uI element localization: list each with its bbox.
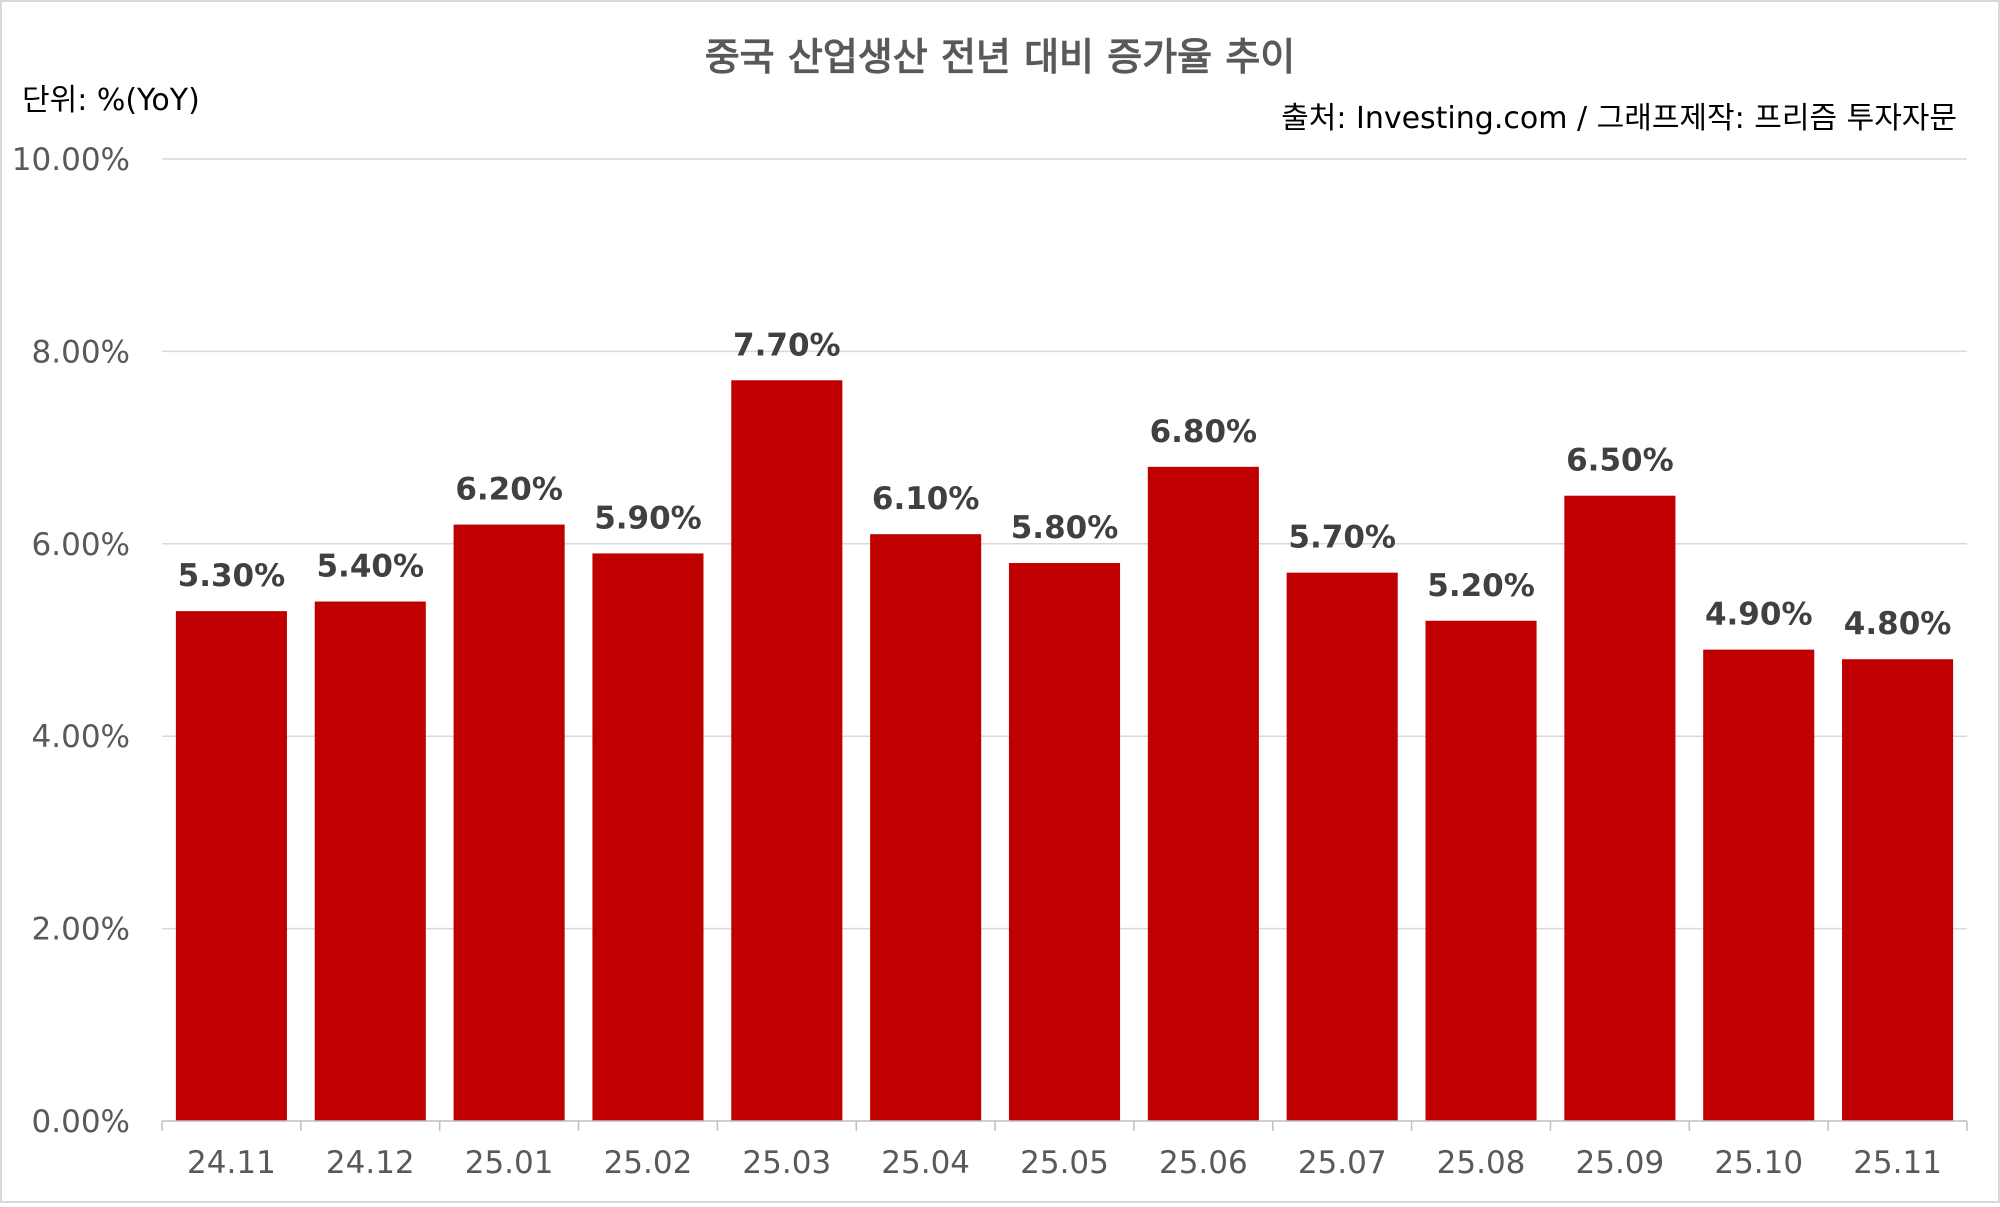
bar [175,611,287,1121]
bar [1564,495,1676,1121]
bars [175,380,1954,1122]
data-label: 4.90% [1705,597,1813,633]
y-tick-label: 0.00% [32,1104,130,1140]
bar [314,601,426,1121]
bar [1147,466,1259,1122]
y-tick-label: 2.00% [32,912,130,948]
y-tick-label: 6.00% [32,527,130,563]
x-tick-label: 24.12 [326,1145,415,1181]
data-label: 5.90% [594,500,702,536]
x-tick-label: 25.11 [1853,1145,1942,1181]
data-label: 6.50% [1566,443,1674,479]
data-label: 5.40% [316,549,424,585]
bar [1425,620,1537,1121]
bar [870,534,982,1121]
data-label: 4.80% [1844,606,1952,642]
x-tick-label: 25.07 [1298,1145,1387,1181]
bar [1703,649,1815,1121]
x-tick-label: 25.03 [742,1145,831,1181]
data-label: 5.20% [1427,568,1535,604]
bar [1008,563,1121,1121]
x-tick-label: 25.08 [1437,1145,1526,1181]
data-label: 6.10% [872,481,980,517]
x-tick-label: 25.04 [881,1145,970,1181]
x-tick-label: 25.10 [1714,1145,1803,1181]
y-tick-label: 4.00% [32,719,130,755]
source-label: 출처: Investing.com / 그래프제작: 프리즘 투자자문 [1281,101,1957,136]
data-label: 5.30% [178,558,286,594]
x-axis: 24.11 24.12 25.01 25.02 25.03 25.04 25.05 25.06… [161,1120,1968,1181]
chart-title: 중국 산업생산 전년 대비 증가율 추이 [705,35,1296,79]
bar [731,380,843,1121]
bar [453,524,565,1121]
x-tick-label: 25.01 [465,1145,554,1181]
bar [1286,572,1398,1121]
x-tick-label: 24.11 [187,1145,276,1181]
bar [592,553,704,1121]
data-labels: 5.30% 5.40% 6.20% 5.90% 7.70% 6.10% 5.80% 6.80%… [178,327,1952,642]
data-label: 5.80% [1011,510,1119,546]
y-tick-label: 10.00% [12,142,130,178]
x-tick-label: 25.02 [604,1145,693,1181]
x-tick-label: 25.05 [1020,1145,1109,1181]
y-axis: 0.00% 2.00% 4.00% 6.00% 8.00% 10.00% [12,142,130,1140]
x-tick-label: 25.06 [1159,1145,1248,1181]
data-label: 6.80% [1150,414,1258,450]
bar [1842,659,1954,1121]
y-tick-label: 8.00% [32,334,130,370]
x-tick-label: 25.09 [1576,1145,1665,1181]
data-label: 5.70% [1288,520,1396,556]
unit-label: 단위: %(YoY) [22,83,200,118]
data-label: 6.20% [455,472,563,508]
data-label: 7.70% [733,327,841,363]
